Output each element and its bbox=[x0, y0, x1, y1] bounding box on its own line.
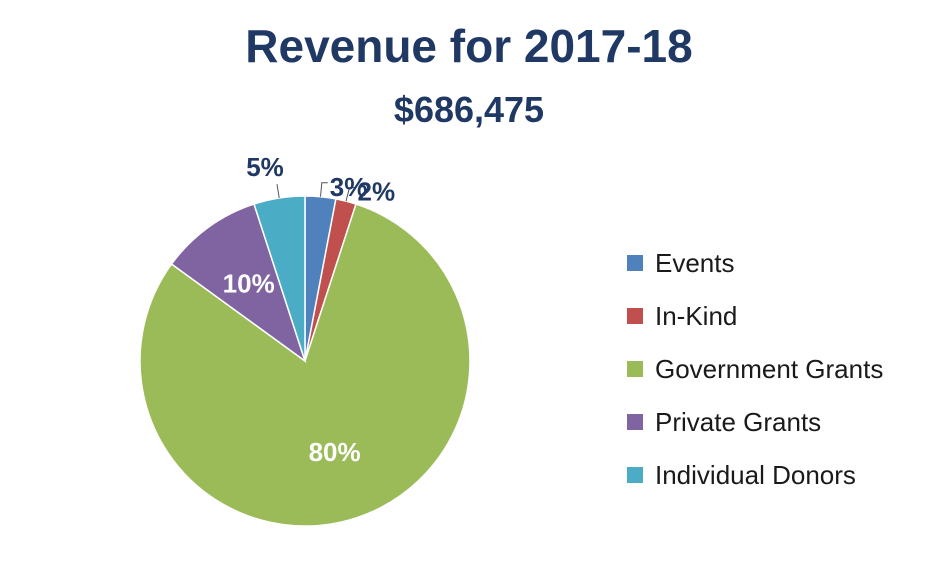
data-label-events: 3% bbox=[330, 172, 368, 202]
leader-line-events bbox=[320, 182, 328, 197]
pie-slice-individual-donors bbox=[253, 195, 306, 362]
legend-item-in-kind: In-Kind bbox=[627, 289, 883, 342]
legend-item-private-grants: Private Grants bbox=[627, 395, 883, 448]
chart-subtitle: $686,475 bbox=[393, 89, 545, 130]
legend-label: Events bbox=[655, 247, 735, 278]
legend-item-events: Events bbox=[627, 236, 883, 289]
data-label-private-grants: 10% bbox=[223, 269, 275, 299]
legend: Events In-Kind Government Grants Private Gr… bbox=[627, 236, 883, 501]
data-label-in-kind: 2% bbox=[358, 177, 396, 207]
legend-item-government-grants: Government Grants bbox=[627, 342, 883, 395]
legend-swatch bbox=[627, 360, 643, 377]
legend-label: Individual Donors bbox=[655, 459, 856, 490]
pie-slice-private-grants bbox=[170, 203, 307, 363]
leader-line-individual-donors bbox=[276, 184, 280, 199]
leader-line-in-kind bbox=[345, 187, 356, 202]
legend-label: Private Grants bbox=[655, 406, 822, 437]
legend-swatch bbox=[627, 413, 643, 430]
data-label-government-grants: 80% bbox=[309, 437, 361, 467]
legend-swatch bbox=[627, 466, 643, 483]
pie-slice-government-grants bbox=[139, 203, 471, 527]
chart-title: Revenue for 2017-18 bbox=[245, 20, 693, 72]
data-label-individual-donors: 5% bbox=[246, 152, 284, 182]
legend-label: In-Kind bbox=[655, 300, 738, 331]
legend-label: Government Grants bbox=[655, 353, 884, 384]
legend-item-individual-donors: Individual Donors bbox=[627, 448, 883, 501]
legend-swatch bbox=[627, 254, 643, 271]
legend-swatch bbox=[627, 307, 643, 324]
